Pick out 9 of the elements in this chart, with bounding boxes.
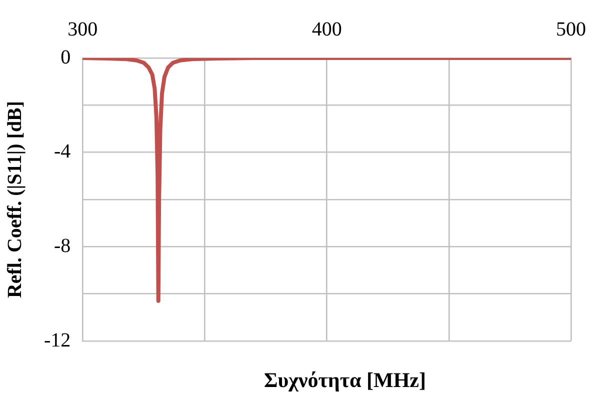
y-tick-label: 0 — [60, 46, 71, 68]
x-tick-label: 500 — [556, 18, 586, 40]
y-tick-label: -8 — [54, 234, 71, 257]
x-tick-label: 300 — [68, 18, 98, 40]
x-axis-title: Συχνότητα [MHz] — [263, 368, 427, 393]
x-tick-label: 400 — [312, 18, 342, 40]
y-tick-label: -12 — [44, 329, 71, 352]
y-tick-label: -4 — [54, 140, 71, 163]
y-axis-title: Refl. Coeff. (|S11|) [dB] — [4, 100, 26, 298]
